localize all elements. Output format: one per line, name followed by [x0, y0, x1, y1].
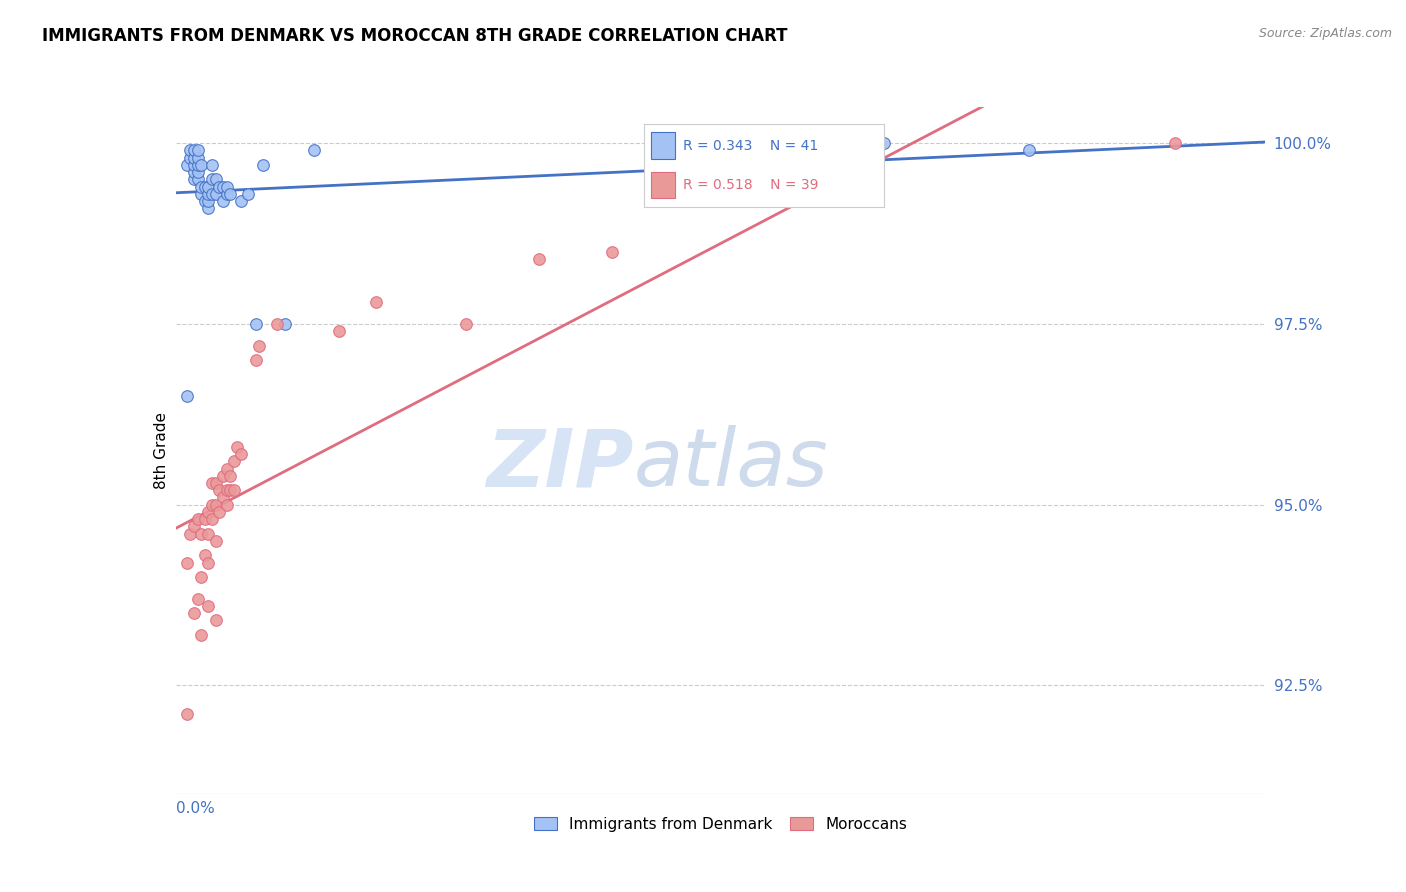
- Point: [204, 498, 226, 512]
- Point: [176, 158, 198, 172]
- Point: [197, 201, 219, 215]
- Point: [183, 158, 205, 172]
- Point: [600, 244, 623, 259]
- Point: [183, 172, 205, 186]
- Point: [176, 389, 198, 403]
- Point: [190, 526, 212, 541]
- Point: [197, 186, 219, 201]
- Point: [179, 144, 201, 158]
- Point: [456, 317, 478, 331]
- Point: [183, 519, 205, 533]
- Point: [186, 158, 209, 172]
- Point: [219, 483, 242, 498]
- Point: [204, 533, 226, 548]
- Point: [208, 179, 231, 194]
- Point: [219, 186, 242, 201]
- Point: [222, 454, 245, 468]
- Point: [212, 179, 235, 194]
- Point: [190, 179, 212, 194]
- Y-axis label: 8th Grade: 8th Grade: [153, 412, 169, 489]
- Point: [215, 179, 238, 194]
- Point: [215, 461, 238, 475]
- Point: [190, 570, 212, 584]
- Point: [176, 707, 198, 722]
- Point: [215, 498, 238, 512]
- Point: [527, 252, 550, 266]
- Point: [245, 353, 267, 368]
- Text: IMMIGRANTS FROM DENMARK VS MOROCCAN 8TH GRADE CORRELATION CHART: IMMIGRANTS FROM DENMARK VS MOROCCAN 8TH …: [42, 27, 787, 45]
- Point: [186, 165, 209, 179]
- Point: [226, 440, 249, 454]
- Point: [328, 324, 350, 338]
- Text: Source: ZipAtlas.com: Source: ZipAtlas.com: [1258, 27, 1392, 40]
- Point: [186, 151, 209, 165]
- Point: [364, 295, 387, 310]
- Point: [201, 512, 224, 526]
- Point: [183, 165, 205, 179]
- Point: [873, 136, 896, 151]
- Text: ZIP: ZIP: [486, 425, 633, 503]
- Point: [231, 194, 253, 208]
- Point: [247, 338, 270, 352]
- Point: [201, 498, 224, 512]
- Point: [212, 194, 235, 208]
- Point: [190, 158, 212, 172]
- Point: [274, 317, 297, 331]
- Point: [179, 151, 201, 165]
- Point: [183, 151, 205, 165]
- Point: [231, 447, 253, 461]
- Point: [186, 591, 209, 606]
- Point: [194, 179, 217, 194]
- Point: [197, 194, 219, 208]
- Point: [212, 491, 235, 505]
- Point: [190, 186, 212, 201]
- Text: atlas: atlas: [633, 425, 828, 503]
- Text: 0.0%: 0.0%: [176, 801, 215, 816]
- Point: [194, 549, 217, 563]
- Point: [201, 475, 224, 490]
- Point: [215, 186, 238, 201]
- Point: [204, 475, 226, 490]
- Point: [186, 144, 209, 158]
- Point: [204, 172, 226, 186]
- Point: [208, 505, 231, 519]
- Point: [201, 186, 224, 201]
- Point: [194, 194, 217, 208]
- Point: [176, 556, 198, 570]
- Point: [1018, 144, 1040, 158]
- Point: [215, 483, 238, 498]
- Point: [222, 483, 245, 498]
- Point: [201, 172, 224, 186]
- Point: [190, 628, 212, 642]
- Point: [266, 317, 288, 331]
- Point: [302, 144, 325, 158]
- Point: [245, 317, 267, 331]
- Point: [183, 144, 205, 158]
- Point: [179, 526, 201, 541]
- Point: [1163, 136, 1185, 151]
- Legend: Immigrants from Denmark, Moroccans: Immigrants from Denmark, Moroccans: [527, 811, 914, 838]
- Point: [204, 186, 226, 201]
- Point: [204, 613, 226, 627]
- Point: [208, 483, 231, 498]
- Point: [212, 468, 235, 483]
- Point: [252, 158, 274, 172]
- Point: [238, 186, 260, 201]
- Point: [219, 468, 242, 483]
- Point: [197, 556, 219, 570]
- Point: [197, 179, 219, 194]
- Point: [186, 172, 209, 186]
- Point: [197, 505, 219, 519]
- Point: [186, 512, 209, 526]
- Point: [194, 512, 217, 526]
- Point: [183, 606, 205, 620]
- Point: [197, 599, 219, 613]
- Point: [201, 158, 224, 172]
- Point: [197, 526, 219, 541]
